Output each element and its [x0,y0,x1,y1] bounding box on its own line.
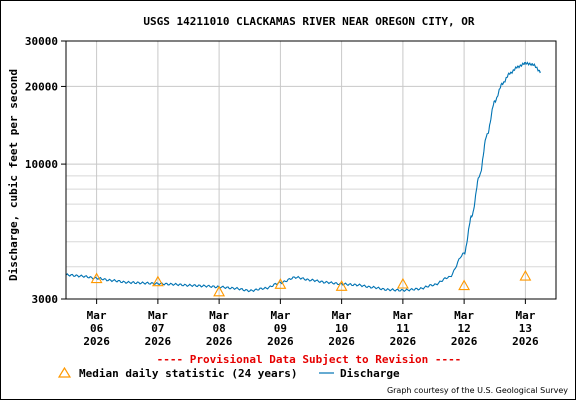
x-tick-label: 2026 [390,335,417,348]
x-tick-label: 2026 [328,335,355,348]
x-tick-label: Mar [270,309,290,322]
x-tick-label: 11 [396,322,410,335]
y-tick-label: 20000 [25,80,58,93]
x-tick-label: 2026 [512,335,539,348]
median-marker [213,285,226,297]
x-tick-label: 2026 [206,335,233,348]
median-marker [458,279,471,291]
x-tick-label: Mar [148,309,168,322]
x-tick-label: Mar [515,309,535,322]
legend-median-triangle-icon [57,366,72,378]
chart-title: USGS 14211010 CLACKAMAS RIVER NEAR OREGO… [143,15,475,28]
legend: Median daily statistic (24 years) Discha… [57,366,400,380]
x-tick-label: Mar [393,309,413,322]
x-tick-label: Mar [87,309,107,322]
x-tick-labels: Mar062026Mar072026Mar082026Mar092026Mar1… [83,299,539,348]
median-marker [151,275,164,287]
discharge-line [65,61,542,293]
plot-area-border [65,40,557,300]
x-tick-label: 06 [90,322,104,335]
median-marker [274,278,287,289]
provisional-data-notice: ---- Provisional Data Subject to Revisio… [157,353,462,366]
median-marker [90,272,103,284]
legend-median-label: Median daily statistic (24 years) [79,367,298,380]
x-tick-label: 2026 [267,335,294,348]
x-tick-label: 2026 [83,335,110,348]
x-tick-label: Mar [332,309,352,322]
x-tick-label: 09 [274,322,287,335]
x-tick-label: 2026 [451,335,478,348]
legend-discharge-label: Discharge [340,367,400,380]
series-layer [65,61,542,297]
grid-lines [66,40,556,300]
x-tick-label: 07 [151,322,164,335]
x-tick-label: 13 [519,322,532,335]
x-tick-label: 2026 [145,335,172,348]
y-tick-labels: 3000 10000 20000 30000 [25,35,66,306]
x-tick-label: 10 [335,322,348,335]
median-marker [519,269,532,281]
y-tick-label: 30000 [25,35,58,48]
x-tick-label: 12 [457,322,470,335]
x-tick-label: Mar [209,309,229,322]
y-tick-label: 3000 [32,293,59,306]
y-tick-label: 10000 [25,158,58,171]
usgs-credit: Graph courtesy of the U.S. Geological Su… [387,386,568,395]
y-axis-label: Discharge, cubic feet per second [7,69,20,281]
x-tick-label: Mar [454,309,474,322]
median-marker [396,277,409,289]
median-marker [335,280,348,291]
x-tick-label: 08 [212,322,225,335]
